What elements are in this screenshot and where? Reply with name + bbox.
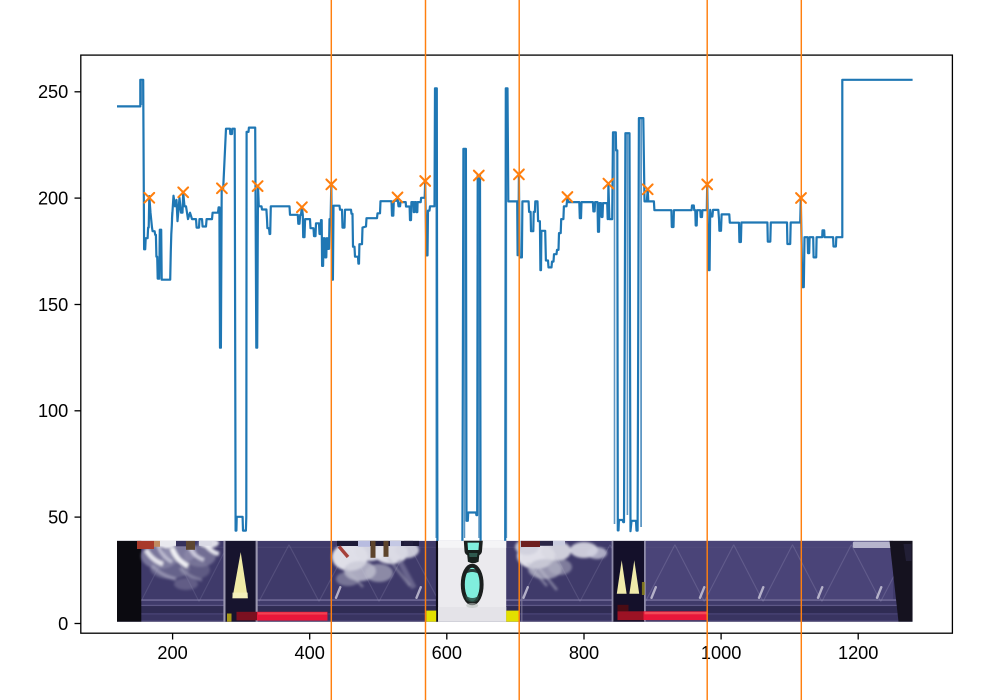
svg-text:600: 600	[432, 643, 462, 663]
svg-text:250: 250	[38, 82, 68, 102]
svg-text:100: 100	[38, 401, 68, 421]
svg-text:1000: 1000	[701, 643, 741, 663]
svg-text:800: 800	[569, 643, 599, 663]
svg-text:200: 200	[157, 643, 187, 663]
svg-text:200: 200	[38, 188, 68, 208]
svg-text:400: 400	[295, 643, 325, 663]
svg-text:1200: 1200	[838, 643, 878, 663]
svg-text:0: 0	[58, 614, 68, 634]
svg-text:150: 150	[38, 295, 68, 315]
svg-text:50: 50	[48, 507, 68, 527]
